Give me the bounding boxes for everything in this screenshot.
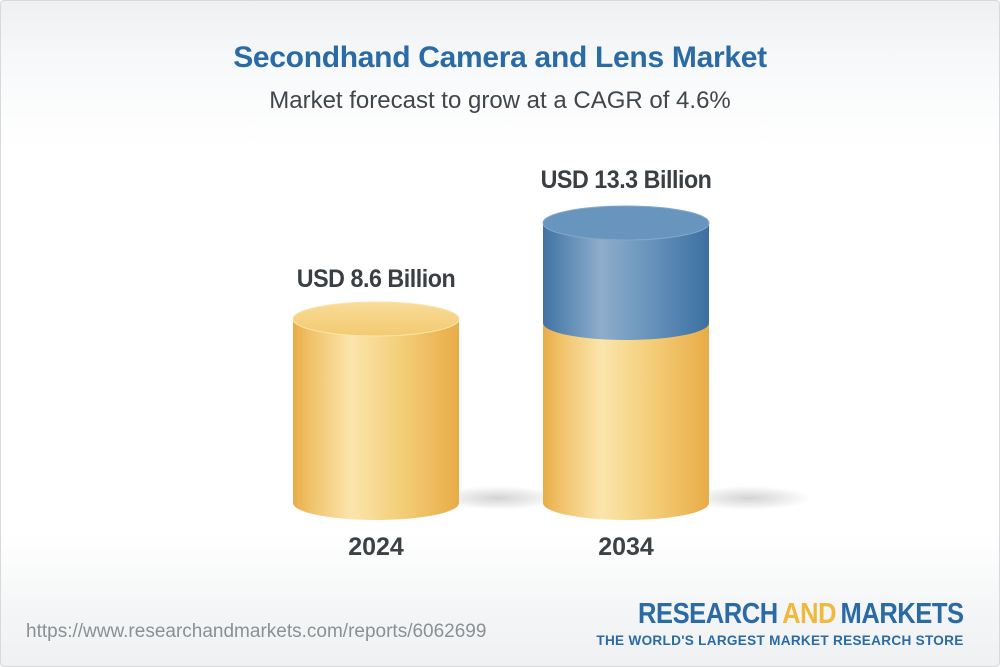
report-url-link[interactable]: https://www.researchandmarkets.com/repor…: [26, 621, 487, 642]
shadow-2034: [687, 486, 811, 510]
bar-2024-top: [292, 301, 460, 337]
logo-wordmark: RESEARCH AND MARKETS: [631, 598, 964, 631]
bar-2034-top: [542, 205, 710, 241]
bar-2024-body: [293, 319, 459, 520]
value-label-2034: USD 13.3 Billion: [540, 166, 712, 194]
logo-word-markets: MARKETS: [840, 598, 965, 630]
logo-word-research: RESEARCH: [638, 598, 779, 630]
bar-2034-base-body: [543, 323, 709, 520]
category-label-2024: 2024: [348, 533, 404, 561]
page-title: Secondhand Camera and Lens Market: [233, 41, 767, 74]
logo-tagline: THE WORLD'S LARGEST MARKET RESEARCH STOR…: [596, 632, 964, 648]
page-subtitle: Market forecast to grow at a CAGR of 4.6…: [269, 87, 731, 114]
shadow-2024: [436, 486, 560, 510]
category-label-2034: 2034: [598, 533, 654, 561]
logo-word-and: AND: [782, 598, 837, 630]
bar-2034-growth-body: [543, 223, 709, 340]
value-label-2024: USD 8.6 Billion: [296, 265, 456, 293]
researchandmarkets-logo: RESEARCH AND MARKETS THE WORLD'S LARGEST M…: [585, 598, 965, 648]
